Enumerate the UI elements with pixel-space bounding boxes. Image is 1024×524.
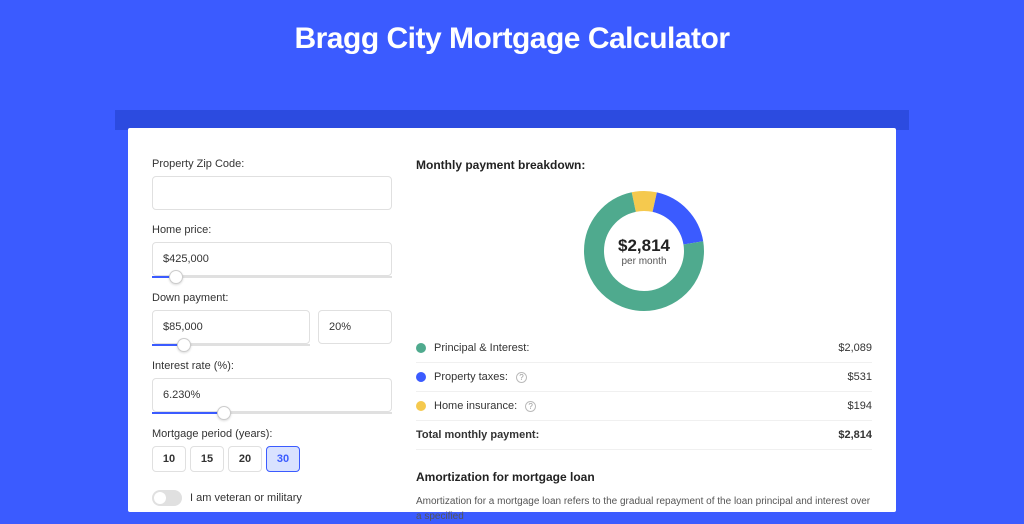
inputs-column: Property Zip Code: Home price: Down paym… [152,158,392,512]
info-icon[interactable]: ? [516,372,527,383]
amortization-title: Amortization for mortgage loan [416,470,872,484]
period-field-group: Mortgage period (years): 10152030 [152,428,392,472]
amortization-text: Amortization for a mortgage loan refers … [416,494,872,524]
calculator-card: Property Zip Code: Home price: Down paym… [128,128,896,512]
home-price-slider[interactable] [152,276,392,278]
page-title: Bragg City Mortgage Calculator [0,0,1024,74]
home-price-label: Home price: [152,224,392,236]
period-btn-20[interactable]: 20 [228,446,262,472]
interest-rate-slider-fill [152,412,224,414]
donut-center-amount: $2,814 [618,236,670,256]
down-payment-pct-input[interactable] [318,310,392,344]
period-btn-10[interactable]: 10 [152,446,186,472]
period-label: Mortgage period (years): [152,428,392,440]
veteran-toggle-row: I am veteran or military [152,490,392,506]
legend-total-row: Total monthly payment: $2,814 [416,421,872,450]
period-buttons: 10152030 [152,446,392,472]
legend-rows: Principal & Interest: $2,089Property tax… [416,334,872,421]
veteran-toggle-knob [154,492,166,504]
legend-total-label: Total monthly payment: [416,429,539,441]
legend-value: $194 [848,400,872,412]
info-icon[interactable]: ? [525,401,536,412]
breakdown-column: Monthly payment breakdown: $2,814 per mo… [416,158,872,512]
period-btn-30[interactable]: 30 [266,446,300,472]
legend-value: $2,089 [838,342,872,354]
legend-total-value: $2,814 [838,429,872,441]
legend-label: Property taxes: [434,371,508,383]
legend-label: Principal & Interest: [434,342,529,354]
home-price-field-group: Home price: [152,224,392,278]
legend-dot [416,372,426,382]
zip-field-group: Property Zip Code: [152,158,392,210]
legend-dot [416,401,426,411]
legend-dot [416,343,426,353]
legend-value: $531 [848,371,872,383]
veteran-label: I am veteran or military [190,492,302,504]
zip-label: Property Zip Code: [152,158,392,170]
down-payment-label: Down payment: [152,292,392,304]
interest-rate-input[interactable] [152,378,392,412]
donut-center: $2,814 per month [579,186,709,316]
home-price-input[interactable] [152,242,392,276]
legend-row-2: Home insurance: ? $194 [416,392,872,421]
down-payment-field-group: Down payment: [152,292,392,346]
legend-label: Home insurance: [434,400,517,412]
interest-rate-slider[interactable] [152,412,392,414]
veteran-toggle[interactable] [152,490,182,506]
legend-row-0: Principal & Interest: $2,089 [416,334,872,363]
interest-rate-label: Interest rate (%): [152,360,392,372]
down-payment-slider-thumb[interactable] [177,338,191,352]
interest-rate-field-group: Interest rate (%): [152,360,392,414]
donut-container: $2,814 per month [416,186,872,316]
interest-rate-slider-thumb[interactable] [217,406,231,420]
period-btn-15[interactable]: 15 [190,446,224,472]
breakdown-title: Monthly payment breakdown: [416,158,872,172]
zip-input[interactable] [152,176,392,210]
down-payment-slider[interactable] [152,344,310,346]
header-accent-bar [115,110,909,130]
legend-row-1: Property taxes: ? $531 [416,363,872,392]
down-payment-amount-input[interactable] [152,310,310,344]
donut-center-sub: per month [621,256,666,267]
payment-donut-chart: $2,814 per month [579,186,709,316]
home-price-slider-thumb[interactable] [169,270,183,284]
